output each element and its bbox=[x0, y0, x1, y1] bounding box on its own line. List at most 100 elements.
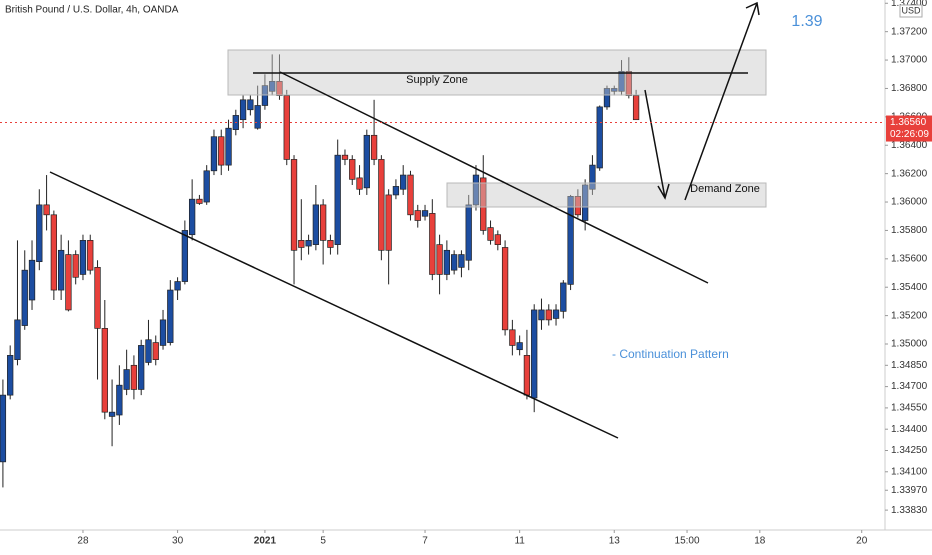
candle-body bbox=[443, 249, 451, 275]
candle-body bbox=[123, 369, 130, 390]
candle-body bbox=[596, 106, 603, 169]
candle-body bbox=[334, 154, 341, 245]
candle-body bbox=[87, 240, 94, 271]
candle-body bbox=[611, 88, 618, 92]
candle-body bbox=[516, 342, 523, 351]
countdown: 02:26:09 bbox=[890, 129, 929, 140]
candle-body bbox=[487, 227, 494, 241]
y-tick-label: 1.34700 bbox=[891, 381, 928, 392]
candle-body bbox=[356, 177, 363, 190]
candle-body bbox=[581, 184, 589, 221]
candle-body bbox=[138, 345, 145, 390]
x-tick-label: 2021 bbox=[254, 536, 277, 547]
candle-body bbox=[28, 259, 36, 301]
candle-body bbox=[298, 240, 305, 248]
candle-body bbox=[414, 210, 421, 221]
y-tick-label: 1.33830 bbox=[891, 505, 928, 516]
y-tick-label: 1.37200 bbox=[891, 26, 928, 37]
candle-body bbox=[480, 177, 487, 231]
candle-body bbox=[378, 159, 385, 251]
y-tick-label: 1.35000 bbox=[891, 339, 928, 350]
candle-body bbox=[218, 136, 225, 166]
x-tick-label: 28 bbox=[77, 536, 89, 547]
candle-body bbox=[283, 95, 290, 160]
y-tick-label: 1.35200 bbox=[891, 310, 928, 321]
candle-body bbox=[130, 364, 138, 390]
channel-upper bbox=[279, 71, 709, 284]
candle-body bbox=[429, 213, 436, 275]
last-price-label: 1.36560 bbox=[890, 117, 927, 128]
candle-body bbox=[632, 95, 640, 121]
y-tick-label: 1.34100 bbox=[891, 466, 928, 477]
y-tick-label: 1.36400 bbox=[891, 140, 928, 151]
candle-body bbox=[94, 266, 101, 329]
demand-label: Demand Zone bbox=[690, 183, 760, 195]
candle-body bbox=[43, 204, 50, 216]
candle-body bbox=[618, 71, 625, 92]
candle-body bbox=[181, 230, 189, 282]
candle-body bbox=[254, 105, 261, 129]
candle-body bbox=[261, 85, 269, 106]
candle-body bbox=[370, 134, 378, 160]
candle-body bbox=[603, 88, 611, 108]
y-tick-label: 1.37400 bbox=[891, 0, 928, 9]
candle-body bbox=[523, 355, 531, 396]
time-axis bbox=[0, 530, 885, 550]
candle-body bbox=[36, 204, 43, 263]
x-tick-label: 18 bbox=[754, 536, 766, 547]
candle-body bbox=[436, 244, 443, 275]
candle-body bbox=[50, 214, 58, 291]
candle-body bbox=[0, 394, 7, 463]
candle-body bbox=[392, 186, 400, 196]
candle-body bbox=[290, 159, 298, 251]
candle-body bbox=[72, 254, 79, 278]
currency: USD bbox=[901, 5, 921, 15]
candle-body bbox=[21, 269, 28, 326]
candle-body bbox=[7, 355, 14, 396]
y-tick-label: 1.35600 bbox=[891, 253, 928, 264]
y-tick-label: 1.36200 bbox=[891, 168, 928, 179]
candle-body bbox=[363, 134, 370, 189]
y-tick-label: 1.35400 bbox=[891, 282, 928, 293]
y-tick-label: 1.33970 bbox=[891, 485, 928, 496]
candle-body bbox=[225, 127, 232, 166]
candle-body bbox=[145, 339, 152, 363]
y-tick-label: 1.36000 bbox=[891, 197, 928, 208]
candle-body bbox=[421, 210, 429, 217]
candle-body bbox=[589, 164, 596, 190]
x-tick-label: 13 bbox=[609, 536, 621, 547]
x-tick-label: 15:00 bbox=[675, 536, 700, 547]
y-tick-label: 1.34550 bbox=[891, 403, 928, 414]
y-tick-label: 1.36800 bbox=[891, 83, 928, 94]
x-tick-label: 30 bbox=[172, 536, 184, 547]
candle-body bbox=[174, 281, 181, 291]
candle-body bbox=[501, 247, 509, 331]
candle-body bbox=[538, 309, 545, 321]
candle-body bbox=[385, 194, 392, 251]
candle-body bbox=[552, 309, 560, 319]
x-tick-label: 20 bbox=[856, 536, 868, 547]
candle-body bbox=[65, 254, 72, 311]
arrow-up bbox=[684, 1, 760, 201]
candle-body bbox=[269, 81, 276, 92]
candle-body bbox=[407, 174, 414, 216]
y-tick-label: 1.34850 bbox=[891, 360, 928, 371]
candle-body bbox=[239, 99, 247, 121]
candle-body bbox=[531, 309, 538, 399]
candles bbox=[0, 54, 640, 488]
candle-body bbox=[167, 289, 174, 343]
candle-body bbox=[210, 136, 218, 172]
supply-label: Supply Zone bbox=[406, 74, 468, 86]
candle-body bbox=[116, 384, 123, 416]
candle-body bbox=[152, 342, 159, 360]
candle-body bbox=[458, 254, 465, 268]
pattern-label: - Continuation Pattern bbox=[612, 347, 729, 361]
candle-body bbox=[341, 154, 349, 160]
candle-body bbox=[159, 319, 167, 346]
x-tick-label: 5 bbox=[320, 536, 326, 547]
candle-body bbox=[188, 198, 196, 236]
candle-body bbox=[349, 159, 356, 180]
arrow-down bbox=[644, 89, 670, 200]
